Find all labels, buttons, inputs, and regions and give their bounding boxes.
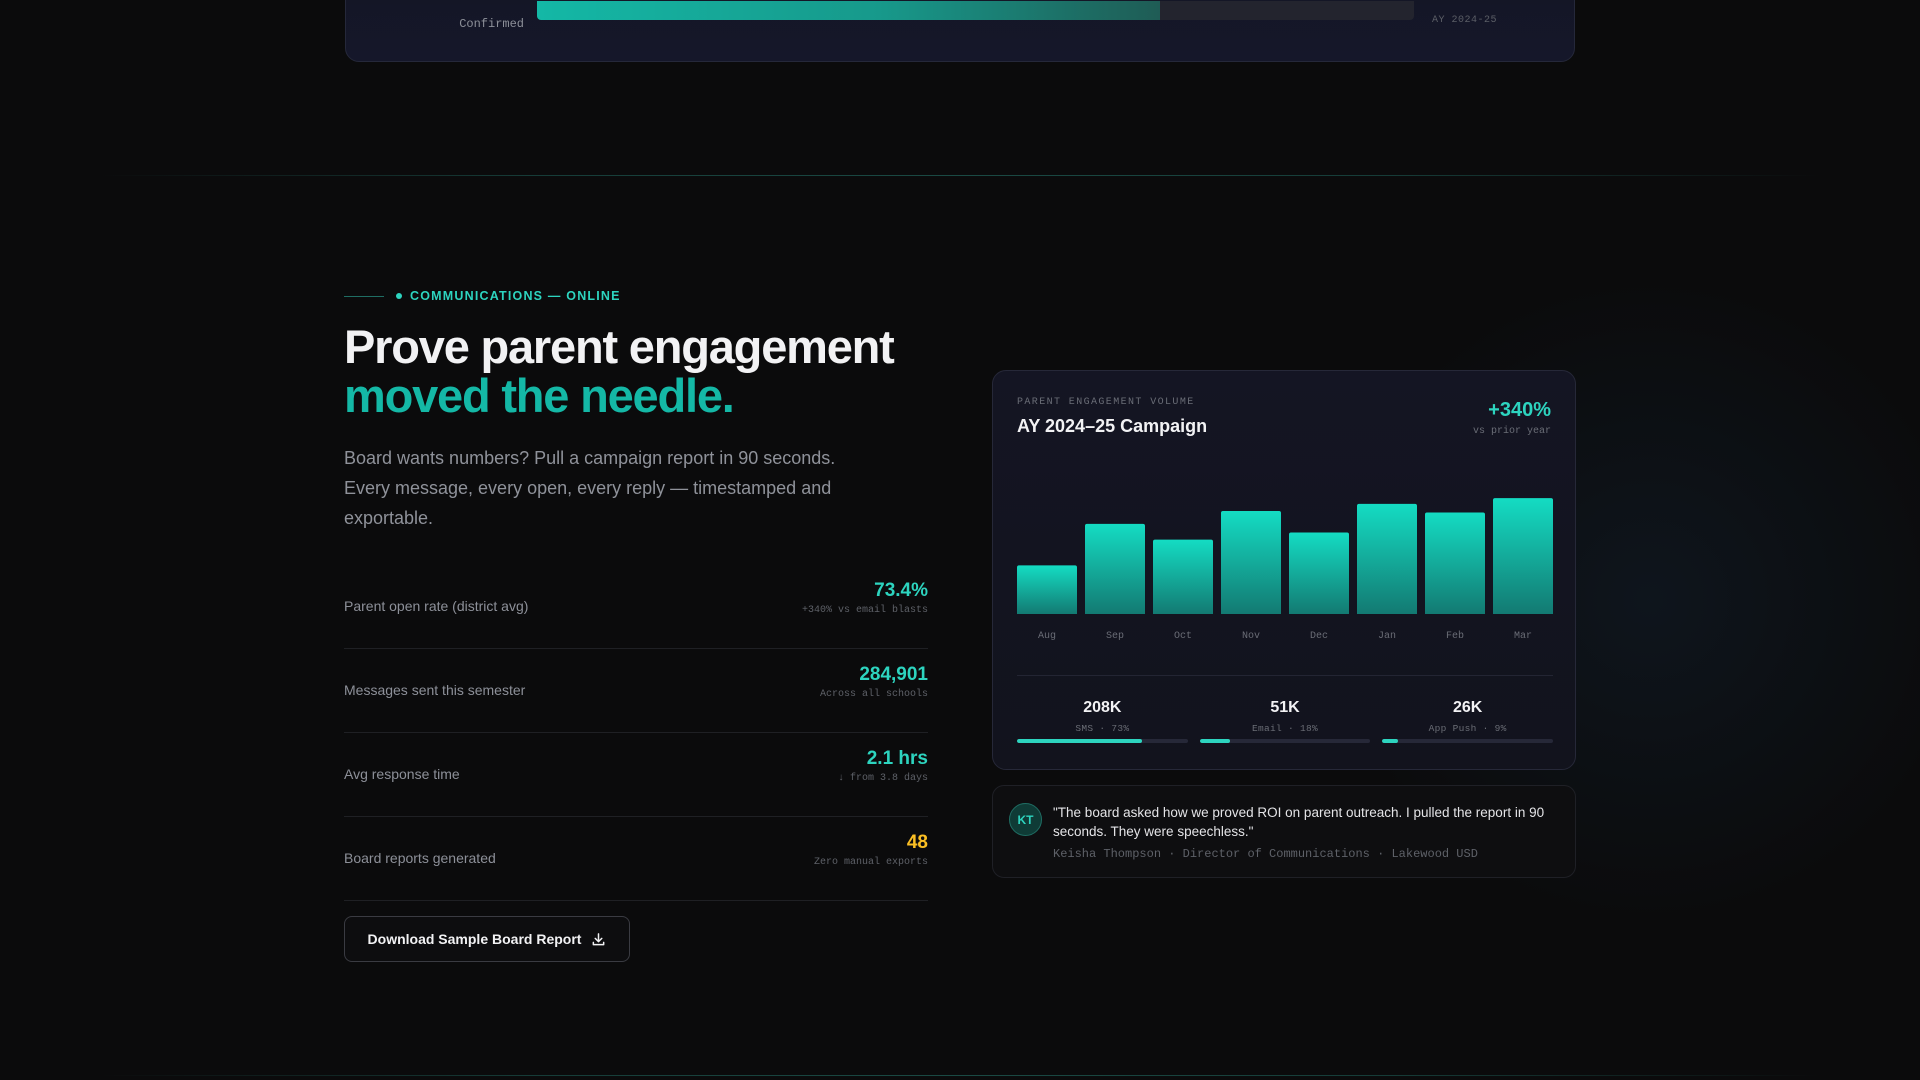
bar-jan	[1357, 503, 1417, 614]
stat-value: 48	[906, 832, 928, 853]
growth-badge-sub: vs prior year	[1472, 426, 1551, 437]
chart-separator	[1017, 675, 1553, 676]
channel-breakdown: 208K SMS · 73% 51K Email · 18% 26K App P…	[1017, 699, 1554, 743]
channel-app-push: 26K App Push · 9%	[1382, 699, 1554, 743]
channel-label: App Push · 9%	[1428, 723, 1507, 734]
page-title: Prove parent engagement moved the needle…	[344, 322, 964, 420]
channel-bar-track	[1017, 739, 1188, 743]
meta-separator: ·	[1377, 847, 1385, 861]
channel-value: 208K	[1083, 699, 1122, 716]
stats-list: Parent open rate (district avg) 73.4% +3…	[344, 565, 928, 901]
download-button-label: Download Sample Board Report	[367, 931, 582, 947]
stat-sub: ↓ from 3.8 days	[837, 773, 928, 784]
section-divider	[100, 175, 1820, 176]
engagement-bar-chart: Aug Sep Oct Nov Dec Jan Feb Mar	[1017, 498, 1553, 642]
bar-oct	[1153, 539, 1213, 614]
bar-aug	[1017, 565, 1077, 614]
testimonial-card: KT "The board asked how we proved ROI on…	[992, 785, 1576, 878]
stat-row-board-reports: Board reports generated 48 Zero manual e…	[344, 817, 928, 901]
bar-nov	[1221, 511, 1281, 614]
download-report-button[interactable]: Download Sample Board Report	[344, 916, 630, 962]
stat-row-messages-sent: Messages sent this semester 284,901 Acro…	[344, 649, 928, 733]
growth-badge: +340%	[1488, 399, 1551, 421]
section-divider-bottom	[100, 1075, 1820, 1076]
channel-bar-fill	[1199, 739, 1231, 743]
stat-sub: +340% vs email blasts	[801, 605, 928, 616]
x-tick-label: Sep	[1106, 631, 1124, 642]
stat-sub: Across all schools	[819, 689, 928, 700]
summary-card-top: Confirmed AY 2024-25	[345, 0, 1575, 62]
bar-dec	[1289, 532, 1349, 614]
x-tick-label: Dec	[1310, 631, 1328, 642]
progress-fill	[537, 1, 1160, 20]
channel-bar-track	[1382, 739, 1554, 743]
stat-row-response-time: Avg response time 2.1 hrs ↓ from 3.8 day…	[344, 733, 928, 817]
section-eyebrow: COMMUNICATIONS — ONLINE	[344, 289, 621, 303]
channel-value: 26K	[1453, 699, 1483, 716]
author-role: Director of Communications	[1182, 847, 1370, 861]
stat-value: 73.4%	[874, 580, 928, 601]
bar-feb	[1425, 512, 1485, 614]
channel-bar-fill	[1017, 739, 1142, 743]
testimonial-quote: "The board asked how we proved ROI on pa…	[1053, 805, 1545, 839]
stat-row-open-rate: Parent open rate (district avg) 73.4% +3…	[344, 565, 928, 649]
stat-label: Avg response time	[344, 766, 460, 782]
channel-value: 51K	[1270, 699, 1300, 716]
lead-paragraph: Board wants numbers? Pull a campaign rep…	[344, 448, 836, 528]
eyebrow-line	[344, 295, 384, 297]
channel-bar-fill	[1382, 739, 1398, 743]
stat-value: 2.1 hrs	[866, 748, 928, 769]
x-tick-label: Feb	[1446, 630, 1464, 642]
meta-separator: ·	[1168, 847, 1176, 861]
bar-mar	[1493, 498, 1553, 614]
channel-bar-track	[1199, 739, 1371, 743]
chart-title: AY 2024–25 Campaign	[1017, 416, 1208, 436]
engagement-chart-card: PARENT ENGAGEMENT VOLUME AY 2024–25 Camp…	[992, 370, 1576, 770]
x-tick-label: Oct	[1174, 631, 1192, 642]
channel-label: Email · 18%	[1252, 723, 1319, 734]
title-line-2: moved the needle.	[344, 369, 735, 422]
status-dot-icon	[396, 293, 402, 299]
testimonial-attribution: Keisha Thompson · Director of Communicat…	[1053, 847, 1478, 861]
avatar: KT	[1009, 803, 1042, 836]
x-tick-label: Aug	[1038, 631, 1056, 642]
x-tick-label: Jan	[1378, 631, 1396, 642]
stat-value: 284,901	[859, 664, 928, 685]
channel-sms: 208K SMS · 73%	[1017, 699, 1188, 743]
author-org: Lakewood USD	[1391, 847, 1478, 861]
stat-label: Messages sent this semester	[344, 682, 526, 698]
bar-sep	[1085, 523, 1145, 614]
faded-label-above	[459, 7, 524, 17]
eyebrow-text: COMMUNICATIONS — ONLINE	[410, 289, 621, 303]
top-right-caption: AY 2024-25	[1432, 15, 1498, 26]
x-tick-label: Nov	[1242, 631, 1260, 642]
x-tick-label: Mar	[1514, 631, 1532, 642]
download-icon	[593, 932, 605, 945]
stat-sub: Zero manual exports	[813, 857, 928, 868]
chart-eyebrow: PARENT ENGAGEMENT VOLUME	[1017, 397, 1195, 408]
author-name: Keisha Thompson	[1053, 847, 1162, 861]
channel-label: SMS · 73%	[1075, 723, 1130, 734]
progress-row-label: Confirmed	[459, 7, 524, 31]
progress-track	[537, 1, 1414, 20]
channel-email: 51K Email · 18%	[1199, 699, 1371, 743]
title-line-1: Prove parent engagement	[344, 320, 895, 373]
stat-label: Board reports generated	[344, 850, 496, 866]
stat-label: Parent open rate (district avg)	[344, 598, 529, 614]
